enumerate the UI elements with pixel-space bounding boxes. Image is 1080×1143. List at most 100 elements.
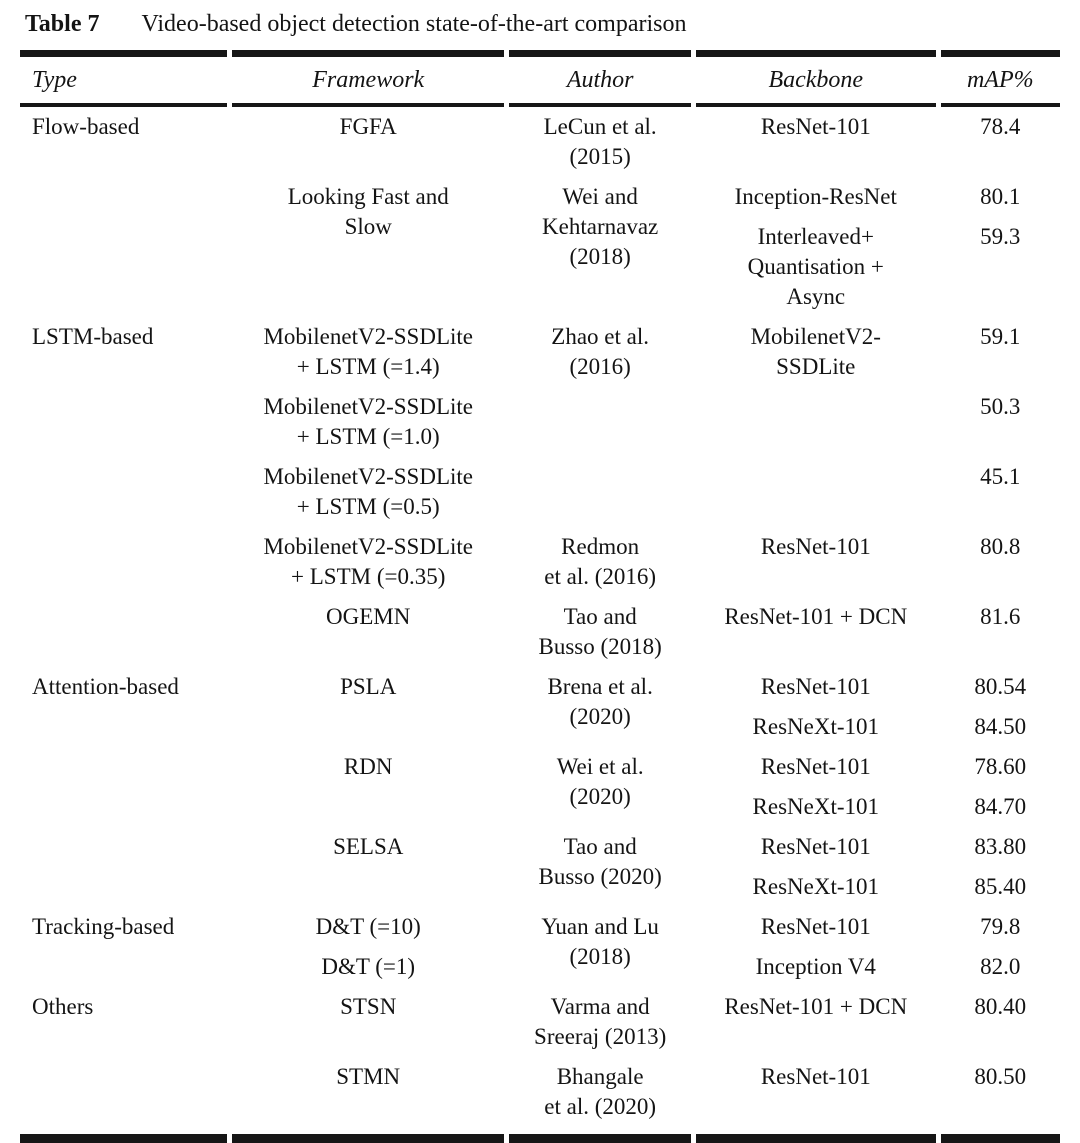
cell-type [20, 947, 227, 987]
cell-backbone: ResNet-101 + DCN [724, 994, 908, 1019]
table-row: Flow-based FGFA LeCun et al. (2015) ResNet-… [20, 107, 1060, 177]
column-header-framework: Framework [232, 50, 505, 107]
cell-framework: RDN [343, 754, 393, 779]
column-header-map: mAP% [940, 50, 1060, 107]
table-header: Type Framework Author Backbone mAP% [20, 50, 1060, 107]
cell-map: 80.54 [974, 674, 1027, 699]
cell-type: Flow-based [32, 114, 140, 139]
cell-framework: D&T (=1) [321, 954, 416, 979]
cell-backbone: ResNet-101 [760, 114, 871, 139]
cell-author: Wei et al. (2020) [556, 754, 644, 809]
table-row: ResNeXt-101 84.70 [20, 787, 1060, 827]
cell-author [509, 387, 691, 457]
cell-backbone: MobilenetV2- SSDLite [750, 324, 881, 379]
cell-type [20, 867, 227, 907]
cell-author: Varma and Sreeraj (2013) [534, 994, 667, 1049]
cell-framework: PSLA [340, 674, 397, 699]
cell-backbone: Inception-ResNet [734, 184, 897, 209]
cell-backbone: ResNet-101 [760, 674, 871, 699]
cell-framework: MobilenetV2-SSDLite + LSTM (=1.0) [263, 394, 473, 449]
cell-backbone: ResNeXt-101 [752, 714, 879, 739]
cell-backbone: Interleaved+ Quantisation + Async [747, 224, 884, 309]
table-row: Others STSN Varma and Sreeraj (2013) ResNet… [20, 987, 1060, 1057]
cell-author: Zhao et al. (2016) [551, 324, 649, 379]
cell-author: Yuan and Lu (2018) [541, 914, 659, 969]
cell-framework: MobilenetV2-SSDLite + LSTM (=1.4) [263, 324, 473, 379]
cell-backbone: ResNet-101 [695, 1057, 936, 1143]
table-row: MobilenetV2-SSDLite + LSTM (=1.0) 50.3 [20, 387, 1060, 457]
table-title: Table 7 Video-based object detection sta… [25, 10, 1065, 38]
comparison-table: Type Framework Author Backbone mAP% Flow… [15, 50, 1065, 1143]
cell-map: 59.3 [980, 224, 1021, 249]
cell-type [20, 1057, 228, 1143]
cell-map: 59.1 [980, 324, 1021, 349]
table-row: ResNeXt-101 84.50 [20, 707, 1060, 747]
cell-framework: MobilenetV2-SSDLite + LSTM (=0.5) [263, 464, 473, 519]
cell-type [20, 217, 227, 317]
cell-map: 81.6 [980, 604, 1021, 629]
cell-framework: STMN [232, 1057, 505, 1143]
column-header-backbone: Backbone [695, 50, 936, 107]
table-row: STMN Bhangale et al. (2020) ResNet-101 80.5… [20, 1057, 1060, 1143]
cell-backbone: ResNeXt-101 [752, 874, 879, 899]
cell-author: Redmon et al. (2016) [544, 534, 657, 589]
cell-backbone: ResNeXt-101 [752, 794, 879, 819]
cell-author: Tao and Busso (2018) [538, 604, 662, 659]
column-header-author: Author [509, 50, 691, 107]
cell-map: 80.40 [974, 994, 1027, 1019]
cell-framework: SELSA [333, 834, 404, 859]
cell-map: 78.4 [980, 114, 1021, 139]
cell-backbone: Inception V4 [755, 954, 876, 979]
cell-framework: OGEMN [326, 604, 411, 629]
cell-type [20, 177, 227, 217]
cell-type [20, 457, 227, 527]
table-row: LSTM-based MobilenetV2-SSDLite + LSTM (=1… [20, 317, 1060, 387]
table-row: RDN Wei et al. (2020) ResNet-101 78.60 [20, 747, 1060, 809]
cell-type [20, 827, 227, 867]
cell-backbone: ResNet-101 [760, 834, 871, 859]
cell-map: 50.3 [980, 394, 1021, 419]
cell-author: LeCun et al. (2015) [543, 114, 657, 169]
table-row: OGEMN Tao and Busso (2018) ResNet-101 + DC… [20, 597, 1060, 667]
cell-backbone [696, 387, 936, 457]
cell-type: Attention-based [32, 674, 179, 699]
cell-type: Others [32, 994, 94, 1019]
table-row: MobilenetV2-SSDLite + LSTM (=0.5) 45.1 [20, 457, 1060, 527]
cell-framework: MobilenetV2-SSDLite + LSTM (=0.35) [263, 534, 473, 589]
table-caption: Video-based object detection state-of-th… [141, 11, 687, 37]
cell-type [20, 707, 227, 747]
cell-author: Bhangale et al. (2020) [509, 1057, 691, 1143]
table-row: D&T (=1) Inception V4 82.0 [20, 947, 1060, 987]
cell-map: 45.1 [980, 464, 1021, 489]
cell-backbone: ResNet-101 [760, 534, 871, 559]
cell-author: Tao and Busso (2020) [538, 834, 662, 889]
cell-backbone: ResNet-101 [760, 754, 871, 779]
cell-map: 84.70 [974, 794, 1027, 819]
table-row: Tracking-based D&T (=10) Yuan and Lu (2018… [20, 907, 1060, 969]
table-row: Interleaved+ Quantisation + Async 59.3 [20, 217, 1060, 317]
cell-framework: D&T (=10) [315, 914, 421, 939]
table-row: MobilenetV2-SSDLite + LSTM (=0.35) Redmon… [20, 527, 1060, 597]
cell-type: Tracking-based [32, 914, 175, 939]
cell-framework: FGFA [339, 114, 397, 139]
header-row: Type Framework Author Backbone mAP% [20, 50, 1060, 107]
column-header-type: Type [20, 50, 228, 107]
cell-map: 78.60 [974, 754, 1027, 779]
cell-author: Brena et al. (2020) [547, 674, 653, 729]
cell-map: 83.80 [974, 834, 1027, 859]
table-number-label: Table 7 [25, 11, 100, 37]
table-row: ResNeXt-101 85.40 [20, 867, 1060, 907]
cell-backbone: ResNet-101 + DCN [724, 604, 908, 629]
cell-author [509, 457, 691, 527]
cell-map: 84.50 [974, 714, 1027, 739]
cell-map: 82.0 [980, 954, 1021, 979]
cell-type [20, 597, 227, 667]
cell-type [20, 787, 227, 827]
cell-type [20, 527, 227, 597]
cell-framework: Looking Fast and Slow [287, 184, 449, 239]
cell-map: 80.1 [980, 184, 1021, 209]
cell-type [20, 387, 227, 457]
cell-backbone [696, 457, 936, 527]
table-body: Flow-based FGFA LeCun et al. (2015) ResNet-… [20, 107, 1060, 1143]
